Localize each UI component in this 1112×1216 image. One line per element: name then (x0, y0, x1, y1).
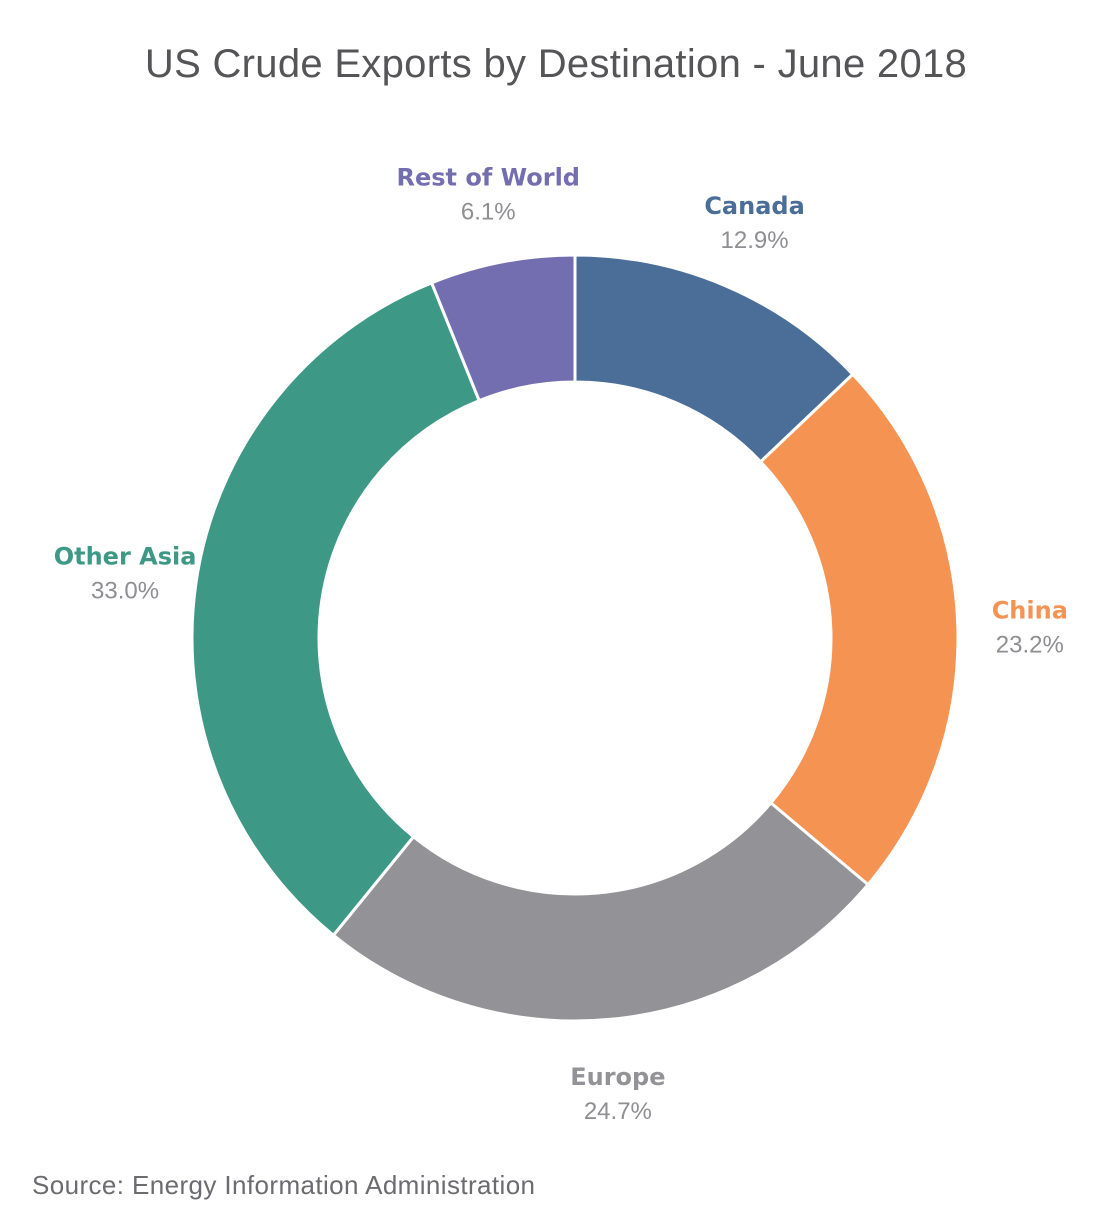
chart-title: US Crude Exports by Destination - June 2… (144, 42, 968, 86)
slice-name-rest-of-world: Rest of World (396, 163, 580, 191)
slice-rest-of-world (429, 253, 577, 403)
slice-europe (331, 800, 871, 1023)
slice-value-rest-of-world: 6.1% (461, 198, 516, 225)
slice-name-europe: Europe (570, 1063, 665, 1091)
slice-other-asia (190, 280, 482, 938)
slice-name-canada: Canada (704, 192, 804, 220)
slice-china (758, 372, 960, 887)
slice-name-other-asia: Other Asia (54, 542, 197, 570)
donut-labels: Canada 12.9% China 23.2% Europe 24.7% Other As… (54, 163, 1068, 1125)
slice-value-europe: 24.7% (584, 1098, 652, 1125)
source-note: Source: Energy Information Administratio… (32, 1170, 536, 1200)
slice-value-china: 23.2% (996, 631, 1064, 658)
slice-value-canada: 12.9% (721, 227, 789, 254)
slice-value-other-asia: 33.0% (91, 577, 159, 604)
slice-name-china: China (992, 596, 1068, 624)
donut-slices (190, 253, 960, 1023)
